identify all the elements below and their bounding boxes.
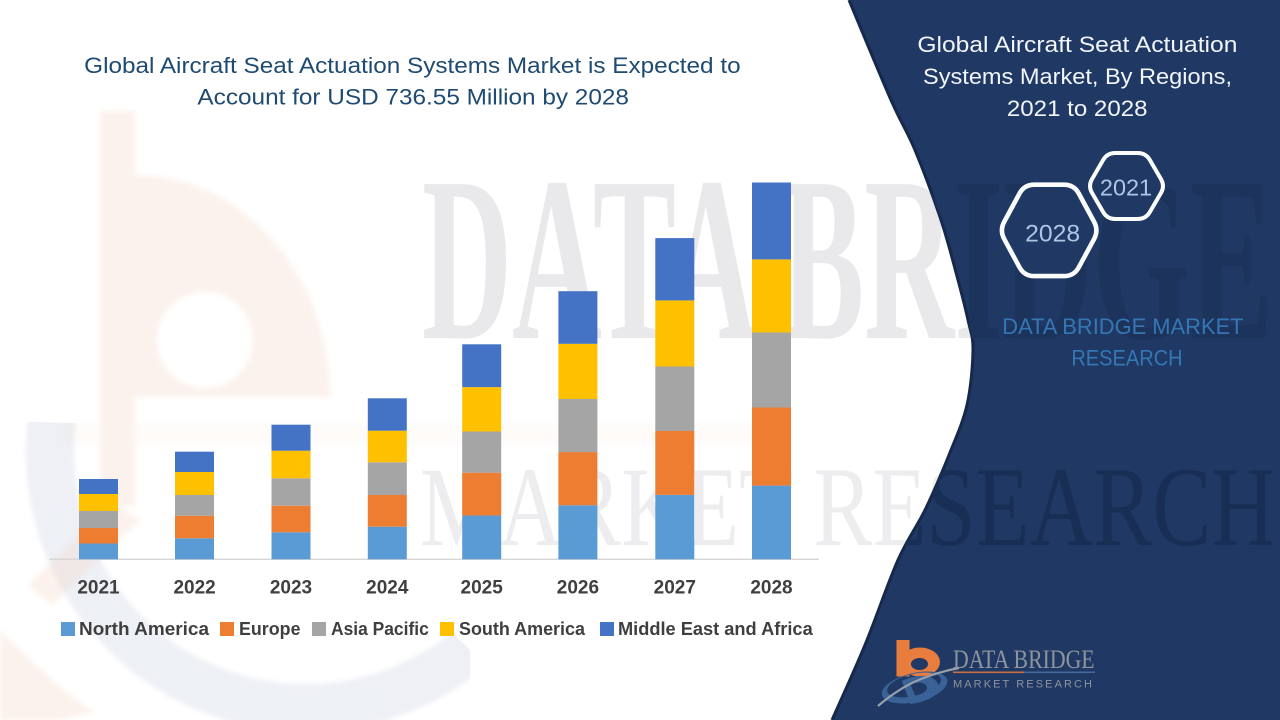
- svg-text:2028: 2028: [1025, 221, 1080, 248]
- svg-text:2021: 2021: [1100, 175, 1152, 201]
- svg-text:RESEARCH: RESEARCH: [1071, 346, 1182, 371]
- svg-text:2027: 2027: [654, 577, 696, 598]
- svg-text:Global Aircraft Seat Actuation: Global Aircraft Seat Actuation Systems M…: [84, 53, 740, 78]
- svg-text:2021: 2021: [77, 577, 120, 598]
- svg-text:DATA BRIDGE: DATA BRIDGE: [953, 644, 1095, 674]
- svg-text:North America: North America: [79, 618, 210, 639]
- svg-text:MARKET RESEARCH: MARKET RESEARCH: [953, 678, 1092, 690]
- svg-text:2023: 2023: [270, 577, 312, 598]
- svg-text:2024: 2024: [366, 577, 409, 598]
- svg-text:DATA BRIDGE MARKET: DATA BRIDGE MARKET: [1002, 314, 1244, 339]
- svg-text:Account for USD 736.55 Million: Account for USD 736.55 Million by 2028: [197, 85, 629, 110]
- svg-text:Global Aircraft Seat Actuation: Global Aircraft Seat Actuation: [917, 32, 1237, 57]
- svg-text:South America: South America: [459, 618, 586, 639]
- svg-text:2028: 2028: [750, 577, 792, 598]
- svg-text:Europe: Europe: [239, 618, 301, 639]
- svg-text:2026: 2026: [557, 577, 599, 598]
- svg-text:2021 to 2028: 2021 to 2028: [1007, 96, 1148, 121]
- svg-text:Asia Pacific: Asia Pacific: [331, 618, 429, 639]
- svg-text:Middle East and Africa: Middle East and Africa: [618, 618, 813, 639]
- svg-text:Systems Market, By Regions,: Systems Market, By Regions,: [923, 64, 1232, 89]
- svg-text:2022: 2022: [173, 577, 215, 598]
- svg-text:2025: 2025: [461, 577, 504, 598]
